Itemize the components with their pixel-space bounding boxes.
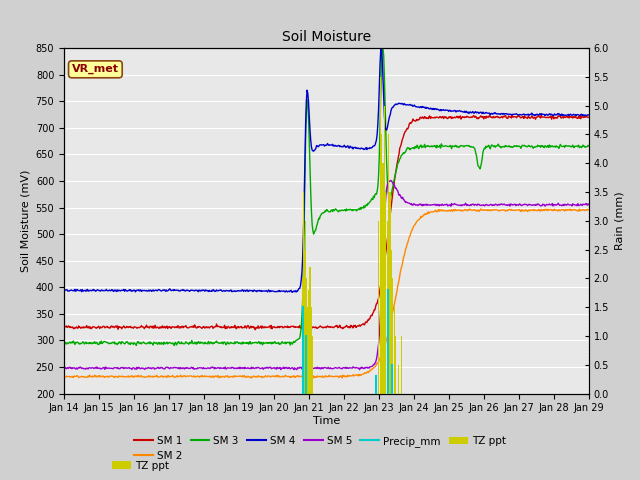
Y-axis label: Soil Moisture (mV): Soil Moisture (mV) — [20, 169, 30, 272]
Text: VR_met: VR_met — [72, 64, 119, 74]
X-axis label: Time: Time — [313, 416, 340, 426]
Bar — [394, 307, 395, 394]
Bar — [381, 134, 382, 394]
Legend: SM 1, SM 2, SM 3, SM 4, SM 5, Precip_mm, TZ ppt: SM 1, SM 2, SM 3, SM 4, SM 5, Precip_mm,… — [130, 432, 510, 465]
Bar — [397, 365, 399, 394]
Bar — [378, 221, 380, 394]
Bar — [385, 192, 387, 394]
Bar — [384, 106, 385, 394]
Bar — [302, 278, 303, 394]
Bar — [305, 221, 307, 394]
Bar — [303, 192, 304, 394]
Title: Soil Moisture: Soil Moisture — [282, 30, 371, 44]
Bar — [308, 290, 310, 394]
Bar — [388, 134, 389, 394]
Bar — [383, 163, 384, 394]
Bar — [392, 278, 394, 394]
Bar — [306, 278, 307, 394]
Bar — [395, 336, 396, 394]
Bar — [387, 221, 388, 394]
Bar — [391, 250, 392, 394]
Y-axis label: Rain (mm): Rain (mm) — [614, 192, 625, 250]
Bar — [304, 250, 305, 394]
Bar — [310, 307, 312, 394]
Bar — [309, 267, 310, 394]
Bar — [401, 336, 402, 394]
Legend: TZ ppt: TZ ppt — [108, 456, 173, 475]
Bar — [312, 336, 313, 394]
Bar — [307, 307, 308, 394]
Bar — [380, 77, 381, 394]
